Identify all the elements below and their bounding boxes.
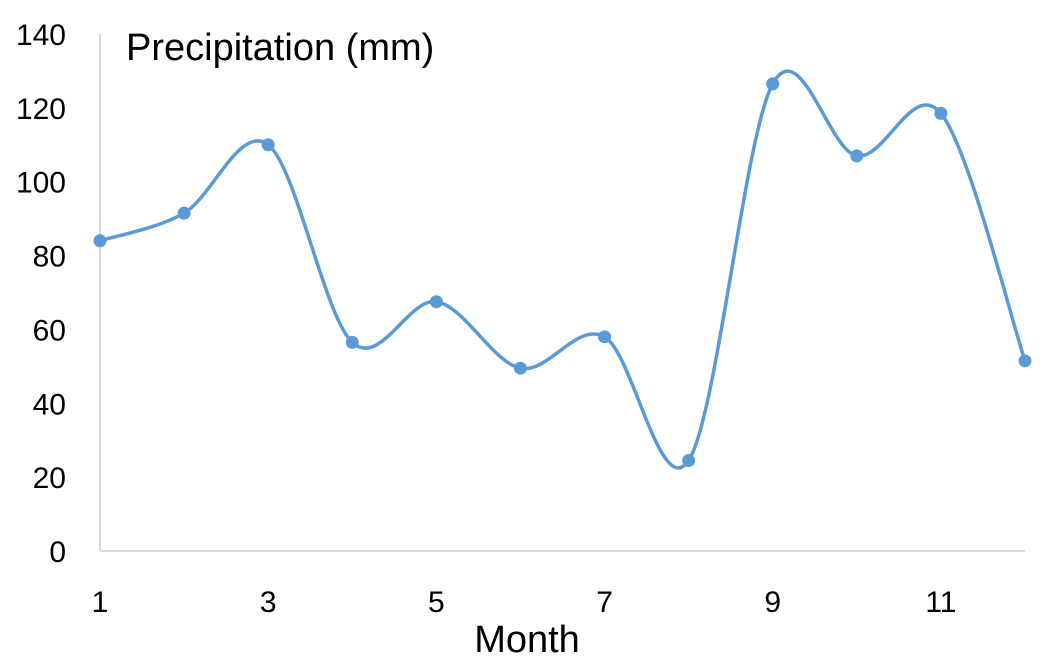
data-point — [934, 106, 948, 120]
y-tick-label: 20 — [33, 462, 66, 495]
chart-title: Precipitation (mm) — [126, 27, 434, 69]
data-point — [345, 335, 359, 349]
x-tick-label: 11 — [925, 586, 956, 619]
y-tick-labels: 0 20 40 60 80 100 120 140 — [16, 19, 66, 569]
x-tick-label: 9 — [764, 586, 781, 619]
y-tick-label: 100 — [16, 167, 66, 200]
data-point — [177, 206, 191, 220]
y-tick-label: 0 — [49, 536, 66, 569]
x-tick-label: 5 — [428, 586, 445, 619]
data-point — [93, 234, 107, 248]
x-tick-label: 7 — [596, 586, 613, 619]
data-point — [850, 149, 864, 163]
data-point — [429, 295, 443, 309]
y-tick-label: 40 — [33, 388, 66, 421]
data-point — [513, 361, 527, 375]
data-point — [1018, 354, 1032, 368]
x-axis-title: Month — [474, 619, 580, 661]
y-tick-label: 140 — [16, 19, 66, 52]
x-tick-label: 1 — [92, 586, 109, 619]
series-line — [99, 69, 1027, 470]
data-point — [261, 138, 275, 152]
series-points — [93, 77, 1032, 468]
x-tick-label: 3 — [260, 586, 277, 619]
y-tick-label: 80 — [33, 241, 66, 274]
y-tick-label: 60 — [33, 314, 66, 347]
data-point — [766, 77, 780, 91]
data-point — [682, 454, 696, 468]
x-tick-labels: 1 3 5 7 9 11 — [92, 586, 957, 619]
y-tick-label: 120 — [16, 93, 66, 126]
data-point — [598, 330, 612, 344]
